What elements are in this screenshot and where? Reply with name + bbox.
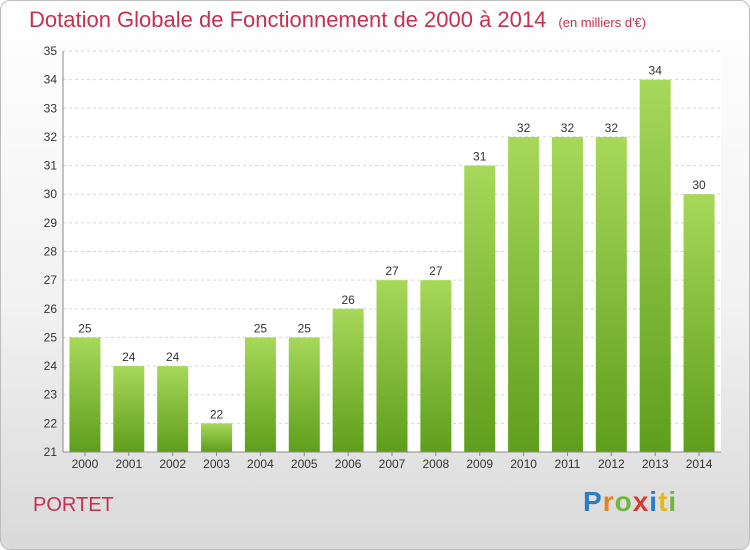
y-tick-label: 33 <box>44 101 58 115</box>
x-tick-label: 2001 <box>115 457 142 471</box>
y-tick-label: 27 <box>44 273 58 287</box>
x-tick-label: 2000 <box>72 457 99 471</box>
bar-value-label: 22 <box>210 407 224 421</box>
y-tick-label: 24 <box>44 359 58 373</box>
bar-value-label: 25 <box>78 321 92 335</box>
logo-letter: t <box>658 486 669 517</box>
bar-value-label: 24 <box>166 350 180 364</box>
bar-2008 <box>420 280 452 452</box>
logo-letter: r <box>602 486 615 517</box>
bar-2007 <box>376 280 408 452</box>
bar-2006 <box>332 308 364 452</box>
y-tick-label: 35 <box>44 44 58 58</box>
bar-value-label: 31 <box>473 150 487 164</box>
logo-letter: i <box>649 486 659 517</box>
bar-2010 <box>508 136 540 452</box>
x-tick-label: 2009 <box>466 457 493 471</box>
bar-2005 <box>288 337 320 452</box>
x-tick-label: 2002 <box>159 457 186 471</box>
bar-2001 <box>113 366 145 452</box>
bars: 25 24 24 22 25 25 26 27 27 31 32 32 32 34 30 <box>69 64 715 453</box>
x-tick-label: 2014 <box>686 457 713 471</box>
y-tick-label: 31 <box>44 159 58 173</box>
bar-2002 <box>157 366 189 452</box>
y-tick-label: 21 <box>44 445 58 459</box>
y-tick-label: 28 <box>44 245 58 259</box>
bar-value-label: 32 <box>561 121 575 135</box>
logo-letter: x <box>632 486 650 517</box>
bar-2011 <box>551 136 583 452</box>
x-tick-label: 2010 <box>510 457 537 471</box>
town-name: PORTET <box>33 494 114 516</box>
bar-value-label: 27 <box>385 264 399 278</box>
x-tick-label: 2006 <box>335 457 362 471</box>
logo-letter: i <box>668 486 678 517</box>
x-tick-label: 2011 <box>555 457 581 471</box>
bar-2000 <box>69 337 101 452</box>
y-tick-label: 25 <box>44 330 58 344</box>
x-tick-label: 2004 <box>247 457 274 471</box>
y-tick-label: 22 <box>44 416 58 430</box>
bar-2012 <box>595 136 627 452</box>
bar-value-label: 24 <box>122 350 136 364</box>
x-tick-label: 2005 <box>291 457 318 471</box>
x-tick-label: 2013 <box>642 457 669 471</box>
y-tick-label: 34 <box>44 73 58 87</box>
bar-value-label: 34 <box>649 64 663 78</box>
chart-title-text: Dotation Globale de Fonctionnement de 20… <box>29 7 547 32</box>
x-tick-label: 2012 <box>598 457 625 471</box>
chart-title: Dotation Globale de Fonctionnement de 20… <box>29 7 646 33</box>
x-tick-label: 2007 <box>379 457 406 471</box>
x-tick-label: 2008 <box>423 457 450 471</box>
logo-letter: P <box>583 486 603 517</box>
bar-value-label: 27 <box>429 264 443 278</box>
y-tick-label: 26 <box>44 302 58 316</box>
y-tick-label: 29 <box>44 216 58 230</box>
bar-2004 <box>244 337 276 452</box>
bar-2003 <box>201 423 233 452</box>
x-tick-label: 2003 <box>203 457 230 471</box>
bar-value-label: 32 <box>517 121 531 135</box>
bar-value-label: 25 <box>254 321 268 335</box>
bar-value-label: 25 <box>298 321 312 335</box>
proxiti-logo: Proxiti <box>583 486 677 518</box>
bar-2013 <box>639 79 671 453</box>
bar-2009 <box>464 165 496 453</box>
y-tick-label: 32 <box>44 130 58 144</box>
bar-value-label: 32 <box>605 121 619 135</box>
axes: 21 22 23 24 25 26 27 28 29 30 31 32 33 34 35 2000 2001 20… <box>44 44 721 471</box>
logo-letter: o <box>614 486 633 517</box>
bar-value-label: 26 <box>341 293 355 307</box>
y-tick-label: 23 <box>44 388 58 402</box>
chart-subtitle: (en milliers d'€) <box>558 15 647 30</box>
bar-value-label: 30 <box>692 178 706 192</box>
y-tick-label: 30 <box>44 187 58 201</box>
bar-2014 <box>683 194 715 452</box>
